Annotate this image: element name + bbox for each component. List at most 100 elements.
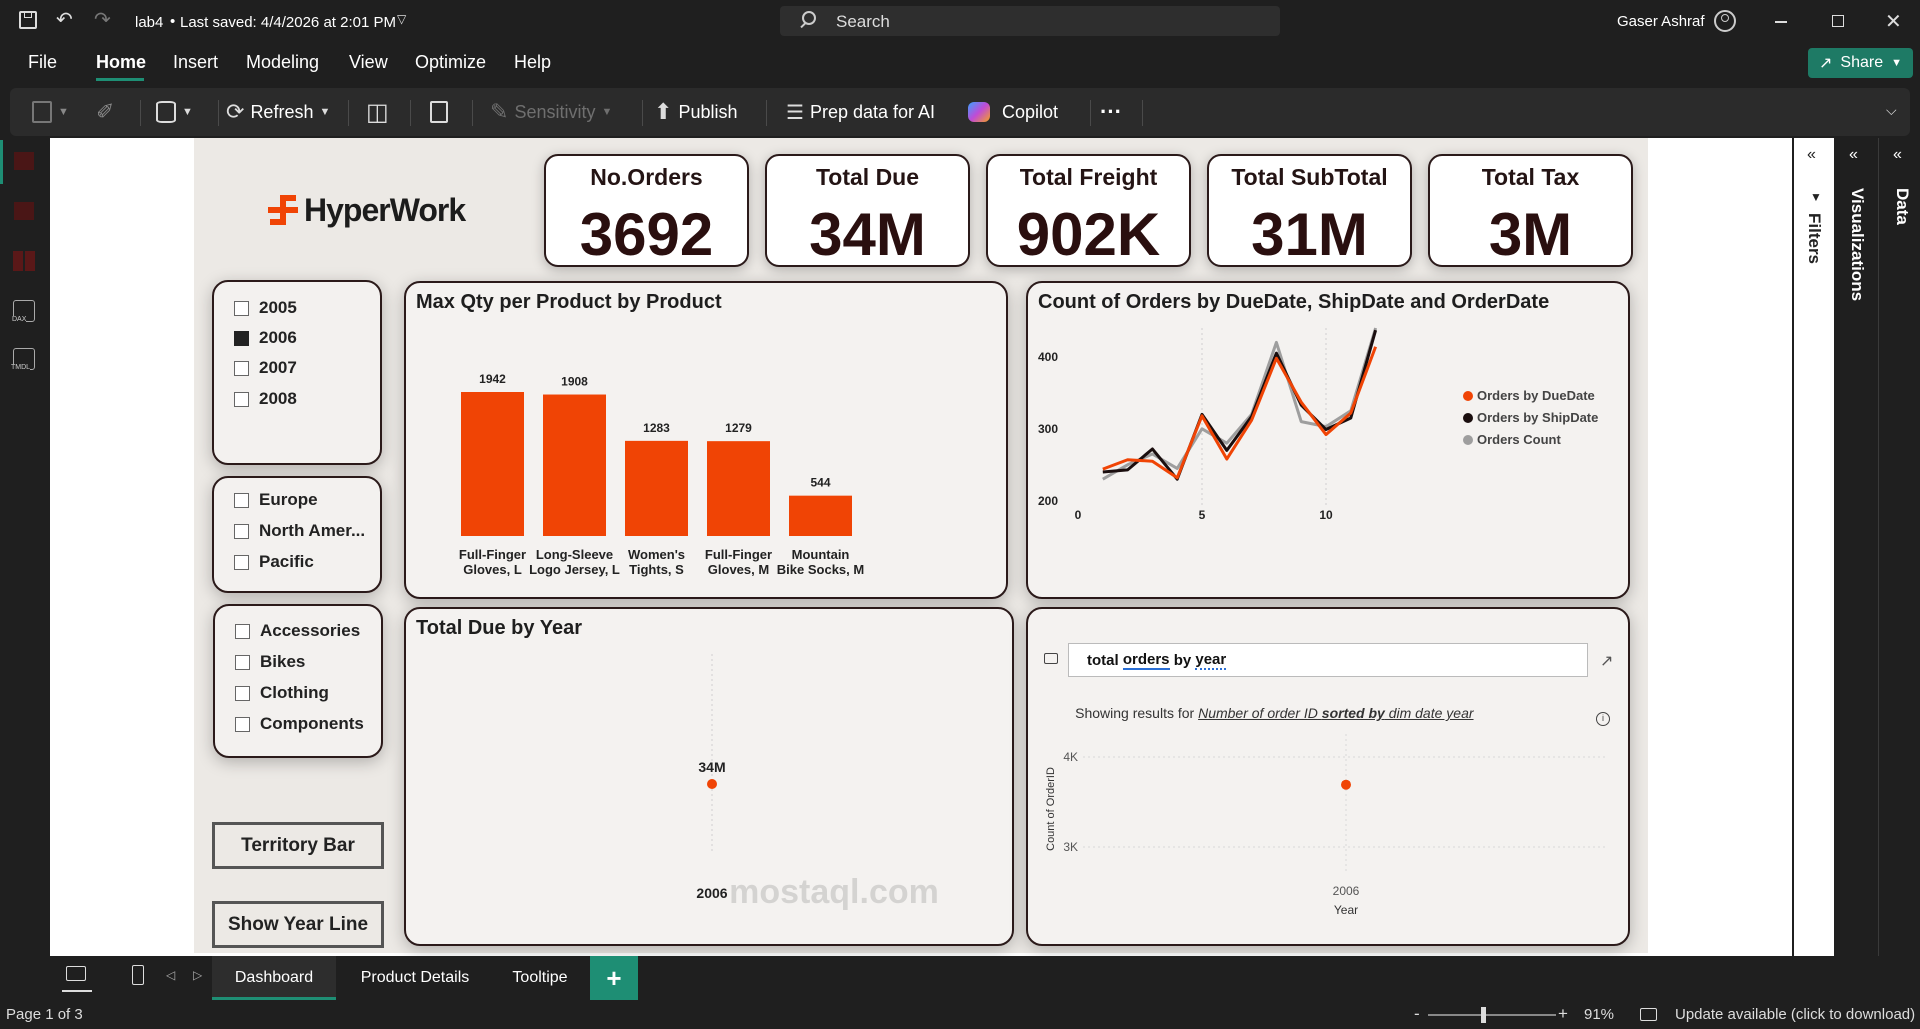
- ribbon-divider: [1090, 100, 1091, 126]
- menu-modeling[interactable]: Modeling: [246, 52, 320, 72]
- slicer-item-clothing[interactable]: Clothing: [235, 683, 329, 703]
- publish-button[interactable]: ⬆ Publish: [654, 88, 737, 136]
- kpi-title: Total Tax: [1481, 164, 1580, 190]
- zoom-slider-track[interactable]: [1428, 1014, 1556, 1016]
- copilot-button[interactable]: Copilot: [968, 88, 1058, 136]
- model-view-icon[interactable]: [13, 251, 35, 271]
- user-name[interactable]: Gaser Ashraf: [1617, 13, 1705, 30]
- checkbox[interactable]: [234, 360, 249, 376]
- zoom-level[interactable]: 91%: [1584, 1006, 1615, 1023]
- zoom-out-button[interactable]: -: [1414, 1004, 1420, 1023]
- search-box[interactable]: Search: [780, 6, 1280, 36]
- menu-help[interactable]: Help: [514, 52, 552, 72]
- filters-pane[interactable]: « ▼ Filters: [1794, 138, 1834, 956]
- bar-chart-panel[interactable]: Max Qty per Product by Product 1942 Full-…: [404, 281, 1008, 599]
- paste-button[interactable]: ▼: [32, 88, 69, 136]
- update-notice[interactable]: Update available (click to download): [1675, 1006, 1916, 1023]
- prep-data-ai-button[interactable]: ☰ Prep data for AI: [786, 88, 935, 136]
- territory-bar-button[interactable]: Territory Bar: [212, 822, 384, 869]
- checkbox[interactable]: [234, 391, 249, 407]
- slicer-item-bikes[interactable]: Bikes: [235, 652, 305, 672]
- avatar[interactable]: [1714, 10, 1736, 32]
- ribbon-toolbar: ▼ ✐ ▼ ⟳ Refresh ▼ ◫ ✎ Sensitivity ▼ ⬆ Pu…: [10, 88, 1910, 136]
- x-tick-label: Mountain: [792, 547, 850, 562]
- checkbox[interactable]: [235, 716, 250, 732]
- sensitivity-button[interactable]: ✎ Sensitivity ▼: [490, 88, 612, 136]
- calculator-button[interactable]: [430, 88, 448, 136]
- prev-page-icon[interactable]: ◁: [166, 968, 176, 982]
- close-icon[interactable]: ✕: [1885, 11, 1902, 33]
- data-pane[interactable]: « Data: [1878, 138, 1920, 956]
- kpi-card-total-freight[interactable]: Total Freight 902K: [986, 154, 1191, 268]
- checkbox[interactable]: [234, 492, 249, 508]
- share-button[interactable]: ↗ Share ▼: [1808, 48, 1913, 78]
- maximize-icon[interactable]: [1832, 15, 1844, 27]
- slicer-item-2005[interactable]: 2005: [234, 298, 297, 318]
- collapse-ribbon-icon[interactable]: ⌵: [1886, 102, 1897, 118]
- menu-insert[interactable]: Insert: [173, 52, 219, 72]
- tab-product-details[interactable]: Product Details: [360, 969, 470, 986]
- saved-status[interactable]: Last saved: 4/4/2026 at 2:01 PM: [180, 14, 396, 31]
- checkbox[interactable]: [234, 554, 249, 570]
- visualizations-pane[interactable]: « Visualizations: [1834, 138, 1878, 956]
- table-view-icon[interactable]: [14, 202, 34, 220]
- qa-panel[interactable]: total orders by year ↗ Showing results f…: [1026, 607, 1630, 946]
- slicer-item-2007[interactable]: 2007: [234, 358, 297, 378]
- mobile-layout-icon[interactable]: [132, 965, 144, 985]
- tab-tooltipe[interactable]: Tooltipe: [512, 969, 568, 986]
- checkbox[interactable]: [235, 654, 250, 670]
- refresh-button[interactable]: ⟳ Refresh ▼: [226, 88, 330, 136]
- menu-optimize[interactable]: Optimize: [415, 52, 487, 72]
- menu-home[interactable]: Home: [96, 52, 147, 72]
- total-due-panel[interactable]: Total Due by Year 34M 2006: [404, 607, 1014, 946]
- info-icon[interactable]: i: [1596, 712, 1610, 726]
- chevron-down-icon[interactable]: ▽: [397, 12, 407, 26]
- undo-icon[interactable]: ↶: [56, 9, 73, 31]
- get-data-button[interactable]: ▼: [156, 88, 193, 136]
- menu-file[interactable]: File: [28, 52, 58, 72]
- share-qa-icon[interactable]: ↗: [1600, 653, 1614, 670]
- show-year-line-button[interactable]: Show Year Line: [212, 901, 384, 948]
- kpi-card-total-subtotal[interactable]: Total SubTotal 31M: [1207, 154, 1412, 268]
- slicer-item-2008[interactable]: 2008: [234, 389, 297, 409]
- ribbon-divider: [348, 100, 349, 126]
- slicer-item-pacific[interactable]: Pacific: [234, 552, 314, 572]
- slicer-item-accessories[interactable]: Accessories: [235, 621, 360, 641]
- tab-dashboard[interactable]: Dashboard: [212, 956, 336, 1000]
- expand-icon[interactable]: «: [1807, 146, 1816, 163]
- expand-icon[interactable]: «: [1849, 146, 1858, 163]
- fit-page-icon[interactable]: [1640, 1008, 1657, 1021]
- slicer-item-components[interactable]: Components: [235, 714, 364, 734]
- expand-icon[interactable]: «: [1893, 146, 1902, 163]
- prep-data-icon: ☰: [786, 101, 804, 124]
- redo-icon[interactable]: ↷: [94, 9, 111, 31]
- format-painter-button[interactable]: ✐: [96, 88, 114, 136]
- new-visual-button[interactable]: ◫: [366, 88, 389, 136]
- checkbox[interactable]: [234, 300, 249, 316]
- kpi-card-orders[interactable]: No.Orders 3692: [544, 154, 749, 268]
- slicer-item-europe[interactable]: Europe: [234, 490, 318, 510]
- qa-input[interactable]: total orders by year: [1068, 643, 1588, 677]
- desktop-layout-icon[interactable]: [66, 966, 86, 981]
- report-view-icon[interactable]: [14, 152, 34, 170]
- menu-view[interactable]: View: [349, 52, 388, 72]
- checkbox-checked[interactable]: [234, 330, 249, 346]
- kpi-card-total-due[interactable]: Total Due 34M: [765, 154, 970, 268]
- more-options-button[interactable]: ···: [1100, 88, 1122, 136]
- slicer-item-north-america[interactable]: North Amer...: [234, 521, 365, 541]
- checkbox[interactable]: [235, 685, 250, 701]
- minimize-icon[interactable]: [1775, 21, 1787, 23]
- kpi-card-total-tax[interactable]: Total Tax 3M: [1428, 154, 1633, 268]
- checkbox[interactable]: [234, 523, 249, 539]
- slicer-item-2006[interactable]: 2006: [234, 328, 297, 348]
- zoom-in-button[interactable]: +: [1558, 1004, 1568, 1023]
- next-page-icon[interactable]: ▷: [193, 968, 203, 982]
- save-icon[interactable]: [19, 11, 37, 29]
- zoom-slider-thumb[interactable]: [1481, 1007, 1486, 1023]
- x-tick-label: Women's: [628, 547, 685, 562]
- add-page-button[interactable]: +: [590, 956, 638, 1000]
- bar: [789, 495, 852, 536]
- line-chart-panel[interactable]: Count of Orders by DueDate, ShipDate and…: [1026, 281, 1630, 599]
- bar-data-label: 1908: [561, 375, 588, 389]
- checkbox[interactable]: [235, 623, 250, 639]
